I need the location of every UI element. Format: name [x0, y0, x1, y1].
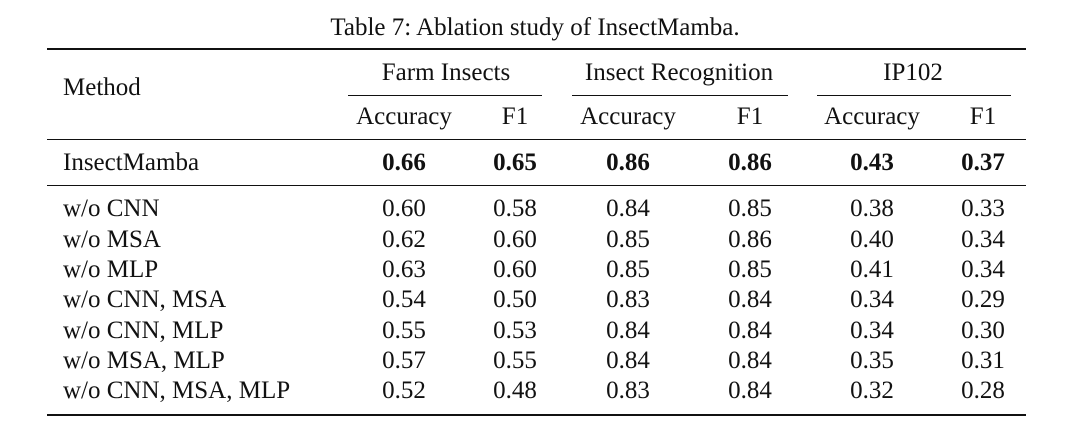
metric-header: Accuracy [824, 103, 920, 130]
ablation-row-value: 0.84 [728, 317, 772, 344]
ablation-row-value: 0.85 [728, 256, 772, 283]
main-row-value: 0.86 [606, 149, 650, 176]
table-caption: Table 7: Ablation study of InsectMamba. [330, 14, 740, 41]
ablation-row-method: w/o CNN, MSA, MLP [63, 377, 291, 404]
main-row-value: 0.43 [850, 149, 894, 176]
ablation-row-value: 0.83 [606, 286, 650, 313]
ablation-row-value: 0.83 [606, 377, 650, 404]
ablation-row-value: 0.41 [850, 256, 894, 283]
ablation-row-method: w/o CNN, MSA [63, 286, 227, 313]
ablation-row-value: 0.33 [961, 195, 1005, 222]
ablation-row-method: w/o CNN, MLP [63, 317, 224, 344]
group-underline-farm-insects [348, 95, 542, 96]
ablation-row-value: 0.60 [382, 195, 426, 222]
ablation-row-value: 0.40 [850, 226, 894, 253]
ablation-row-value: 0.85 [728, 195, 772, 222]
ablation-row-value: 0.62 [382, 226, 426, 253]
ablation-row-value: 0.60 [493, 256, 537, 283]
ablation-row-value: 0.84 [728, 377, 772, 404]
ablation-row-value: 0.54 [382, 286, 426, 313]
ablation-row-value: 0.30 [961, 317, 1005, 344]
ablation-row-value: 0.55 [382, 317, 426, 344]
ablation-row-value: 0.48 [493, 377, 537, 404]
ablation-row-method: w/o MLP [63, 256, 159, 283]
method-header: Method [63, 74, 141, 101]
ablation-row-value: 0.57 [382, 347, 426, 374]
ablation-row-value: 0.32 [850, 377, 894, 404]
ablation-row-value: 0.60 [493, 226, 537, 253]
ablation-row-value: 0.28 [961, 377, 1005, 404]
ablation-row-value: 0.50 [493, 286, 537, 313]
ablation-row-value: 0.85 [606, 256, 650, 283]
ablation-row-value: 0.55 [493, 347, 537, 374]
group-header-insect-recognition: Insect Recognition [584, 59, 774, 86]
ablation-row-value: 0.84 [606, 195, 650, 222]
main-row-rule [47, 185, 1026, 186]
group-underline-insect-recognition [572, 95, 788, 96]
metric-header: F1 [501, 103, 529, 130]
ablation-row-value: 0.35 [850, 347, 894, 374]
ablation-row-value: 0.84 [606, 347, 650, 374]
group-header-farm-insects: Farm Insects [381, 59, 511, 86]
ablation-row-value: 0.58 [493, 195, 537, 222]
top-rule [47, 48, 1026, 50]
ablation-row-value: 0.84 [728, 286, 772, 313]
ablation-row-value: 0.84 [606, 317, 650, 344]
main-row-value: 0.65 [493, 149, 537, 176]
ablation-row-value: 0.34 [961, 226, 1005, 253]
header-rule [47, 139, 1026, 140]
ablation-row-value: 0.34 [961, 256, 1005, 283]
ablation-row-value: 0.34 [850, 286, 894, 313]
metric-header: Accuracy [580, 103, 676, 130]
ablation-row-value: 0.34 [850, 317, 894, 344]
ablation-row-value: 0.63 [382, 256, 426, 283]
bottom-rule [47, 414, 1026, 416]
main-row-value: 0.37 [961, 149, 1005, 176]
ablation-row-method: w/o MSA [63, 226, 161, 253]
ablation-row-value: 0.29 [961, 286, 1005, 313]
ablation-row-value: 0.52 [382, 377, 426, 404]
metric-header: F1 [969, 103, 997, 130]
main-row-method: InsectMamba [63, 149, 200, 176]
ablation-row-method: w/o MSA, MLP [63, 347, 225, 374]
metric-header: F1 [736, 103, 764, 130]
main-row-value: 0.66 [382, 149, 426, 176]
ablation-row-value: 0.85 [606, 226, 650, 253]
group-underline-ip102 [817, 95, 1011, 96]
ablation-row-value: 0.84 [728, 347, 772, 374]
ablation-row-value: 0.53 [493, 317, 537, 344]
group-header-ip102: IP102 [883, 59, 943, 86]
main-row-value: 0.86 [728, 149, 772, 176]
ablation-row-value: 0.86 [728, 226, 772, 253]
metric-header: Accuracy [356, 103, 452, 130]
ablation-row-value: 0.38 [850, 195, 894, 222]
ablation-row-value: 0.31 [961, 347, 1005, 374]
ablation-row-method: w/o CNN [63, 195, 160, 222]
